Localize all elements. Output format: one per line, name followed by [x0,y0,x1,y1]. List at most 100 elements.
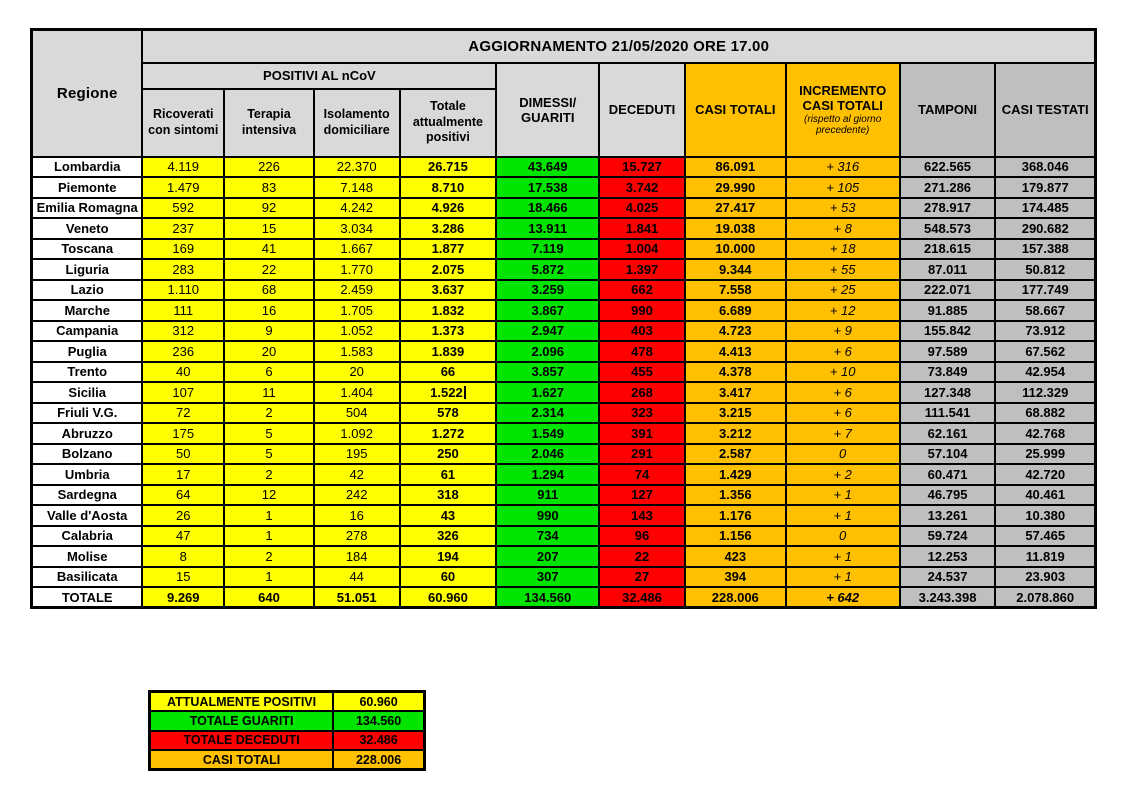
cell-tamponi[interactable]: 46.795 [898,483,997,506]
cell-ricoverati[interactable]: 4.119 [141,155,226,178]
cell-tamponi[interactable]: 622.565 [898,155,997,178]
cell-terapia[interactable]: 83 [223,176,315,199]
header-incremento[interactable]: INCREMENTO CASI TOTALI (rispetto al gior… [784,61,901,158]
cell-casi-testati[interactable]: 174.485 [994,196,1097,219]
cell-incremento[interactable]: + 316 [784,155,901,178]
cell-dimessi-guariti[interactable]: 207 [495,545,601,568]
cell-deceduti[interactable]: 32.486 [598,586,686,609]
cell-ricoverati[interactable]: 8 [141,545,226,568]
cell-regione[interactable]: Sardegna [30,483,144,506]
cell-casi-testati[interactable]: 42.954 [994,360,1097,383]
cell-terapia[interactable]: 2 [223,545,315,568]
cell-casi-totali[interactable]: 4.378 [683,360,787,383]
cell-totale-positivi[interactable]: 1.877 [398,237,498,260]
cell-ricoverati[interactable]: 312 [141,319,226,342]
cell-terapia[interactable]: 6 [223,360,315,383]
header-ricoverati[interactable]: Ricoverati con sintomi [141,87,226,158]
cell-deceduti[interactable]: 74 [598,463,686,486]
cell-casi-totali[interactable]: 4.413 [683,340,787,363]
cell-tamponi[interactable]: 271.286 [898,176,997,199]
header-dimessi-guariti[interactable]: DIMESSI/ GUARITI [495,61,601,158]
cell-incremento[interactable]: + 1 [784,545,901,568]
cell-ricoverati[interactable]: 47 [141,524,226,547]
cell-isolamento[interactable]: 504 [312,401,401,424]
cell-regione[interactable]: Lazio [30,278,144,301]
cell-casi-testati[interactable]: 57.465 [994,524,1097,547]
cell-terapia[interactable]: 16 [223,299,315,322]
cell-ricoverati[interactable]: 592 [141,196,226,219]
cell-incremento[interactable]: + 6 [784,340,901,363]
cell-casi-totali[interactable]: 27.417 [683,196,787,219]
cell-isolamento[interactable]: 7.148 [312,176,401,199]
cell-terapia[interactable]: 1 [223,524,315,547]
cell-casi-testati[interactable]: 368.046 [994,155,1097,178]
cell-casi-testati[interactable]: 2.078.860 [994,586,1097,609]
cell-incremento[interactable]: + 53 [784,196,901,219]
cell-casi-testati[interactable]: 157.388 [994,237,1097,260]
cell-regione[interactable]: Sicilia [30,381,144,404]
cell-totale-positivi[interactable]: 3.286 [398,217,498,240]
cell-casi-totali[interactable]: 4.723 [683,319,787,342]
cell-incremento[interactable]: + 8 [784,217,901,240]
cell-terapia[interactable]: 22 [223,258,315,281]
cell-deceduti[interactable]: 3.742 [598,176,686,199]
cell-isolamento[interactable]: 20 [312,360,401,383]
cell-totale-positivi[interactable]: 60 [398,565,498,588]
cell-isolamento[interactable]: 1.404 [312,381,401,404]
cell-terapia[interactable]: 12 [223,483,315,506]
cell-tamponi[interactable]: 222.071 [898,278,997,301]
cell-totale-positivi[interactable]: 2.075 [398,258,498,281]
cell-deceduti[interactable]: 96 [598,524,686,547]
cell-regione[interactable]: Abruzzo [30,422,144,445]
cell-deceduti[interactable]: 403 [598,319,686,342]
cell-casi-totali[interactable]: 6.689 [683,299,787,322]
cell-casi-totali[interactable]: 19.038 [683,217,787,240]
cell-ricoverati[interactable]: 107 [141,381,226,404]
cell-tamponi[interactable]: 60.471 [898,463,997,486]
cell-casi-testati[interactable]: 50.812 [994,258,1097,281]
cell-totale-positivi[interactable]: 43 [398,504,498,527]
cell-regione[interactable]: TOTALE [30,586,144,609]
cell-incremento[interactable]: + 10 [784,360,901,383]
cell-ricoverati[interactable]: 1.110 [141,278,226,301]
cell-totale-positivi[interactable]: 26.715 [398,155,498,178]
header-deceduti[interactable]: DECEDUTI [598,61,686,158]
cell-deceduti[interactable]: 27 [598,565,686,588]
cell-isolamento[interactable]: 242 [312,483,401,506]
cell-isolamento[interactable]: 2.459 [312,278,401,301]
cell-incremento[interactable]: + 1 [784,504,901,527]
header-regione[interactable]: Regione [30,28,144,158]
cell-incremento[interactable]: + 6 [784,381,901,404]
cell-dimessi-guariti[interactable]: 911 [495,483,601,506]
cell-dimessi-guariti[interactable]: 18.466 [495,196,601,219]
cell-terapia[interactable]: 9 [223,319,315,342]
summary-label[interactable]: TOTALE DECEDUTI [148,729,335,751]
cell-casi-testati[interactable]: 40.461 [994,483,1097,506]
summary-value[interactable]: 32.486 [332,729,426,751]
cell-isolamento[interactable]: 51.051 [312,586,401,609]
summary-label[interactable]: ATTUALMENTE POSITIVI [148,690,335,712]
cell-totale-positivi[interactable]: 3.637 [398,278,498,301]
cell-totale-positivi[interactable]: 66 [398,360,498,383]
cell-regione[interactable]: Piemonte [30,176,144,199]
cell-ricoverati[interactable]: 111 [141,299,226,322]
summary-label[interactable]: CASI TOTALI [148,749,335,771]
cell-ricoverati[interactable]: 50 [141,442,226,465]
cell-casi-totali[interactable]: 3.212 [683,422,787,445]
header-positivi-group[interactable]: POSITIVI AL nCoV [141,61,498,90]
cell-casi-testati[interactable]: 23.903 [994,565,1097,588]
cell-deceduti[interactable]: 22 [598,545,686,568]
cell-incremento[interactable]: + 9 [784,319,901,342]
summary-value[interactable]: 60.960 [332,690,426,712]
cell-totale-positivi[interactable]: 1.373 [398,319,498,342]
cell-ricoverati[interactable]: 237 [141,217,226,240]
cell-isolamento[interactable]: 42 [312,463,401,486]
cell-regione[interactable]: Friuli V.G. [30,401,144,424]
cell-deceduti[interactable]: 143 [598,504,686,527]
cell-regione[interactable]: Lombardia [30,155,144,178]
cell-terapia[interactable]: 2 [223,463,315,486]
cell-terapia[interactable]: 41 [223,237,315,260]
cell-totale-positivi[interactable]: 1.839 [398,340,498,363]
cell-casi-totali[interactable]: 29.990 [683,176,787,199]
cell-dimessi-guariti[interactable]: 990 [495,504,601,527]
